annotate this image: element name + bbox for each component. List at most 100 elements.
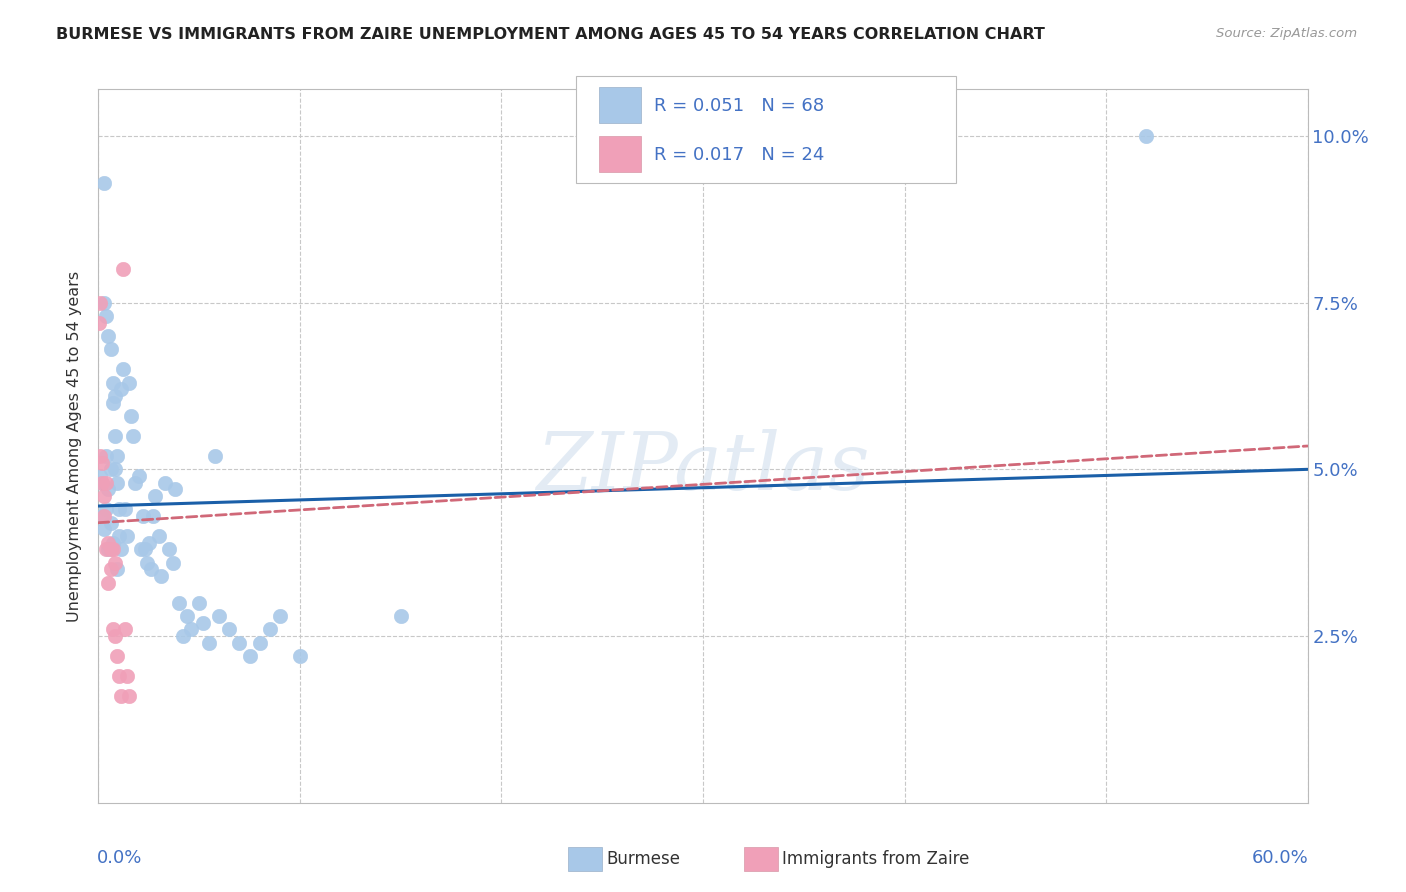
Point	[97, 542, 120, 557]
Point	[100, 562, 122, 576]
Text: R = 0.051   N = 68: R = 0.051 N = 68	[654, 97, 824, 115]
Y-axis label: Unemployment Among Ages 45 to 54 years: Unemployment Among Ages 45 to 54 years	[67, 270, 83, 622]
Point	[96, 542, 118, 557]
Point	[218, 623, 240, 637]
Point	[180, 623, 202, 637]
Point	[96, 309, 118, 323]
Point	[101, 623, 124, 637]
Point	[97, 535, 120, 549]
Point	[172, 629, 194, 643]
Point	[103, 389, 125, 403]
Point	[142, 509, 165, 524]
Point	[89, 469, 111, 483]
Text: Immigrants from Zaire: Immigrants from Zaire	[782, 850, 969, 868]
Text: R = 0.017   N = 24: R = 0.017 N = 24	[654, 146, 824, 164]
Text: 0.0%: 0.0%	[97, 849, 142, 867]
Point	[249, 636, 271, 650]
Point	[163, 483, 186, 497]
Point	[103, 462, 125, 476]
Point	[91, 456, 114, 470]
Point	[93, 176, 115, 190]
Point	[105, 449, 128, 463]
Point	[103, 556, 125, 570]
Point	[1135, 128, 1157, 143]
Point	[93, 509, 115, 524]
Text: Source: ZipAtlas.com: Source: ZipAtlas.com	[1216, 27, 1357, 40]
Point	[107, 669, 129, 683]
Point	[107, 502, 129, 516]
Point	[167, 596, 190, 610]
Point	[101, 535, 124, 549]
Point	[114, 502, 136, 516]
Point	[100, 516, 122, 530]
Point	[103, 629, 125, 643]
Point	[188, 596, 211, 610]
Point	[91, 509, 114, 524]
Point	[91, 475, 114, 490]
Point	[124, 475, 146, 490]
Point	[115, 529, 138, 543]
Point	[118, 376, 141, 390]
Point	[115, 669, 138, 683]
Point	[114, 623, 136, 637]
Point	[121, 429, 143, 443]
Point	[239, 649, 262, 664]
Point	[97, 483, 120, 497]
Point	[193, 615, 215, 630]
Point	[103, 429, 125, 443]
Text: 60.0%: 60.0%	[1251, 849, 1309, 867]
Point	[132, 509, 155, 524]
Text: Burmese: Burmese	[606, 850, 681, 868]
Point	[111, 362, 134, 376]
Point	[100, 542, 122, 557]
Point	[157, 542, 180, 557]
Point	[143, 489, 166, 503]
Point	[96, 475, 118, 490]
Point	[138, 535, 160, 549]
Point	[259, 623, 281, 637]
Point	[100, 462, 122, 476]
Point	[149, 569, 172, 583]
Point	[148, 529, 170, 543]
Text: BURMESE VS IMMIGRANTS FROM ZAIRE UNEMPLOYMENT AMONG AGES 45 TO 54 YEARS CORRELAT: BURMESE VS IMMIGRANTS FROM ZAIRE UNEMPLO…	[56, 27, 1045, 42]
Point	[105, 562, 128, 576]
Point	[110, 382, 132, 396]
Point	[139, 562, 162, 576]
Point	[129, 542, 152, 557]
Point	[97, 575, 120, 590]
Point	[93, 295, 115, 310]
Point	[101, 395, 124, 409]
Point	[228, 636, 250, 650]
Point	[91, 475, 114, 490]
Point	[110, 542, 132, 557]
Point	[101, 542, 124, 557]
Point	[111, 262, 134, 277]
Text: ZIPatlas: ZIPatlas	[536, 429, 870, 506]
Point	[93, 522, 115, 536]
Point	[96, 449, 118, 463]
Point	[89, 449, 111, 463]
Point	[198, 636, 221, 650]
Point	[288, 649, 311, 664]
Point	[176, 609, 198, 624]
Point	[204, 449, 226, 463]
Point	[107, 529, 129, 543]
Point	[105, 475, 128, 490]
Point	[89, 316, 111, 330]
Point	[96, 502, 118, 516]
Point	[208, 609, 231, 624]
Point	[89, 295, 111, 310]
Point	[120, 409, 142, 423]
Point	[128, 469, 150, 483]
Point	[389, 609, 412, 624]
Point	[97, 329, 120, 343]
Point	[153, 475, 176, 490]
Point	[93, 489, 115, 503]
Point	[101, 376, 124, 390]
Point	[135, 556, 157, 570]
Point	[134, 542, 156, 557]
Point	[118, 689, 141, 703]
Point	[105, 649, 128, 664]
Point	[162, 556, 184, 570]
Point	[110, 689, 132, 703]
